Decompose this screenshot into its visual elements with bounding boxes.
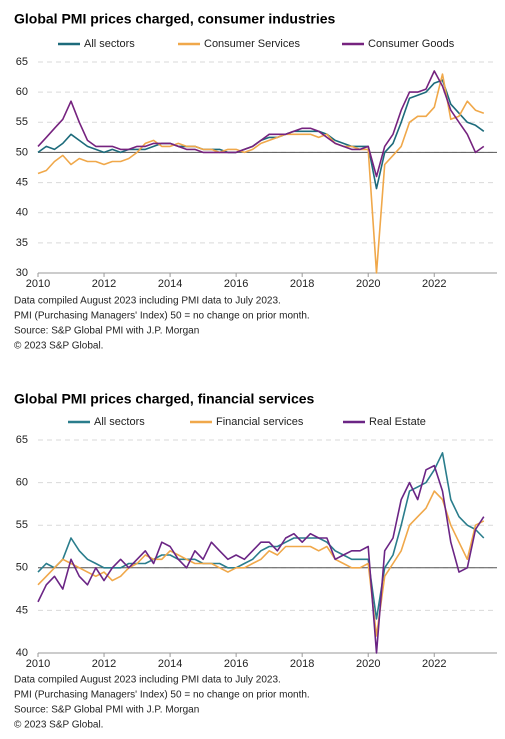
series-line — [37, 79, 485, 190]
y-tick-label: 55 — [16, 519, 28, 531]
x-tick-label: 2020 — [356, 278, 380, 290]
x-tick-label: 2012 — [92, 658, 116, 670]
y-tick-label: 50 — [16, 562, 28, 574]
y-tick-label: 45 — [16, 604, 28, 616]
x-tick-label: 2010 — [26, 278, 50, 290]
x-tick-label: 2014 — [158, 658, 182, 670]
series-line — [37, 464, 485, 654]
y-tick-label: 40 — [16, 207, 28, 219]
y-tick-label: 45 — [16, 176, 28, 188]
y-tick-label: 35 — [16, 237, 28, 249]
y-tick-label: 50 — [16, 146, 28, 158]
series-line — [37, 73, 485, 274]
chart-title: Global PMI prices charged, consumer indu… — [14, 11, 336, 27]
footnote: Data compiled August 2023 including PMI … — [14, 296, 281, 307]
footnote: Source: S&P Global PMI with J.P. Morgan — [14, 326, 199, 337]
y-tick-label: 65 — [16, 434, 28, 446]
x-tick-label: 2016 — [224, 658, 248, 670]
series-line — [37, 490, 485, 637]
x-tick-label: 2022 — [422, 658, 446, 670]
x-tick-label: 2018 — [290, 658, 314, 670]
footnote: Data compiled August 2023 including PMI … — [14, 675, 281, 686]
legend-label: All sectors — [94, 416, 145, 428]
footnote: © 2023 S&P Global. — [14, 720, 103, 731]
series-line — [37, 452, 485, 620]
y-tick-label: 30 — [16, 267, 28, 279]
y-tick-label: 60 — [16, 86, 28, 98]
x-tick-label: 2010 — [26, 658, 50, 670]
legend-label: Consumer Services — [204, 38, 300, 50]
x-tick-label: 2022 — [422, 278, 446, 290]
y-tick-label: 60 — [16, 477, 28, 489]
chart-title: Global PMI prices charged, financial ser… — [14, 391, 315, 407]
series-line — [37, 70, 485, 178]
y-tick-label: 40 — [16, 647, 28, 659]
footnote: PMI (Purchasing Managers' Index) 50 = no… — [14, 690, 310, 701]
legend-label: Consumer Goods — [368, 38, 455, 50]
footnote: Source: S&P Global PMI with J.P. Morgan — [14, 705, 199, 716]
footnote: PMI (Purchasing Managers' Index) 50 = no… — [14, 311, 310, 322]
y-tick-label: 55 — [16, 116, 28, 128]
legend-label: Real Estate — [369, 416, 426, 428]
legend-label: All sectors — [84, 38, 135, 50]
x-tick-label: 2014 — [158, 278, 182, 290]
legend-label: Financial services — [216, 416, 304, 428]
x-tick-label: 2016 — [224, 278, 248, 290]
x-tick-label: 2012 — [92, 278, 116, 290]
y-tick-label: 65 — [16, 56, 28, 68]
footnote: © 2023 S&P Global. — [14, 341, 103, 352]
x-tick-label: 2018 — [290, 278, 314, 290]
x-tick-label: 2020 — [356, 658, 380, 670]
